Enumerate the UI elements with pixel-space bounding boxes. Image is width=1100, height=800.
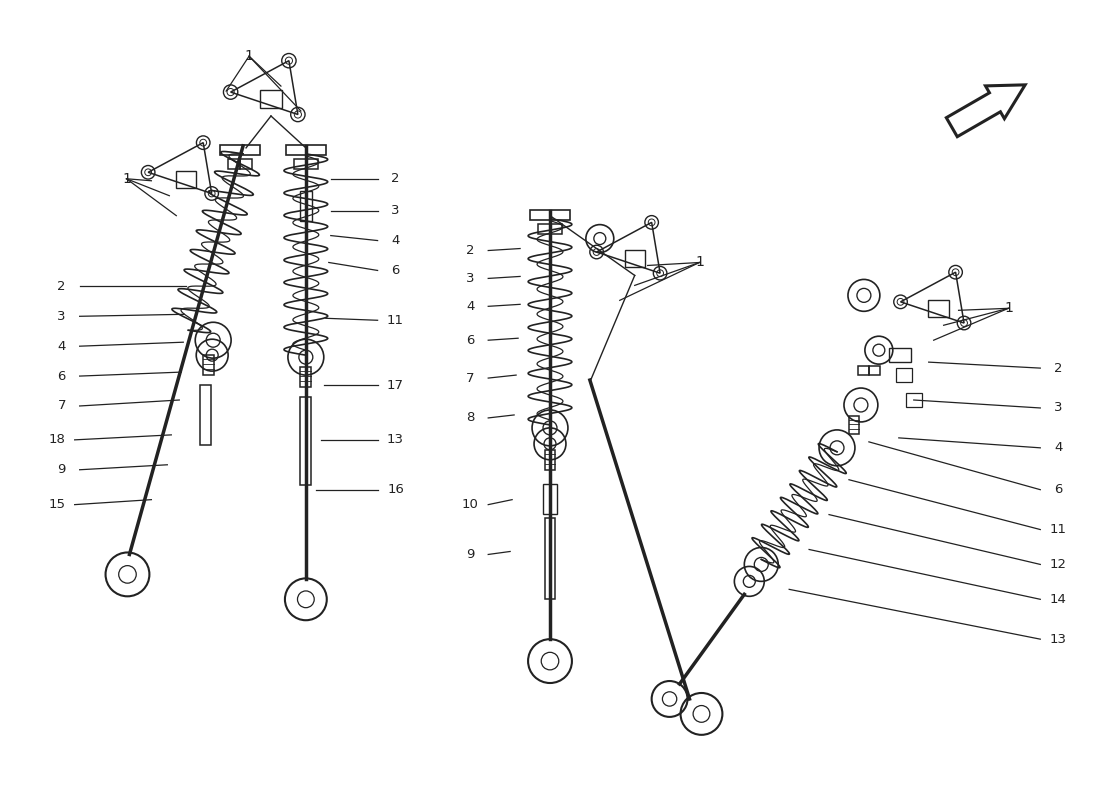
Text: 6: 6 [466,334,474,346]
Text: 3: 3 [392,204,399,217]
Text: 6: 6 [1054,483,1063,496]
Text: 7: 7 [466,371,474,385]
Bar [550,224,562,234]
Bar [200,385,211,445]
Text: 8: 8 [466,411,474,425]
Text: 10: 10 [462,498,478,511]
Text: 4: 4 [1054,442,1063,454]
Text: 7: 7 [57,399,66,413]
Text: 17: 17 [387,378,404,391]
Bar [543,484,557,514]
Text: 4: 4 [466,300,474,313]
Text: 2: 2 [57,280,66,293]
Text: 18: 18 [48,434,65,446]
Text: 4: 4 [392,234,399,247]
Bar [544,518,556,599]
Text: 16: 16 [387,483,404,496]
Text: 6: 6 [392,264,399,277]
Text: 1: 1 [695,255,704,270]
Bar [261,90,282,108]
Bar [300,367,311,387]
Bar [905,393,922,407]
Text: 14: 14 [1049,593,1067,606]
Text: 2: 2 [466,244,474,257]
Bar [849,416,859,434]
Bar [530,210,570,220]
Bar [300,397,311,485]
Text: 1: 1 [1004,302,1013,315]
Text: 12: 12 [1049,558,1067,571]
Text: 9: 9 [57,463,66,476]
Bar [928,300,949,317]
Bar [889,348,911,362]
Bar [858,366,869,374]
Bar [300,190,311,221]
Text: 2: 2 [1054,362,1063,374]
Text: 3: 3 [57,310,66,322]
Bar [544,450,556,470]
Text: 13: 13 [387,434,404,446]
Bar [869,366,880,374]
Bar [240,159,252,169]
Bar [220,145,260,155]
Text: 2: 2 [392,172,399,186]
Text: 1: 1 [122,172,131,186]
Bar [176,170,197,187]
Text: 13: 13 [1049,633,1067,646]
Bar [202,355,213,375]
Text: 9: 9 [466,548,474,561]
Text: 4: 4 [57,340,66,353]
Text: 1: 1 [244,49,253,63]
Text: 3: 3 [1054,402,1063,414]
Bar [294,159,306,169]
Bar [538,224,550,234]
Text: 11: 11 [1049,523,1067,536]
Text: 3: 3 [466,272,474,285]
Bar [895,368,912,382]
Bar [228,159,240,169]
Bar [286,145,326,155]
Text: 11: 11 [387,314,404,326]
Bar [306,159,318,169]
Text: 15: 15 [48,498,65,511]
Bar [625,250,645,267]
Text: 6: 6 [57,370,66,382]
